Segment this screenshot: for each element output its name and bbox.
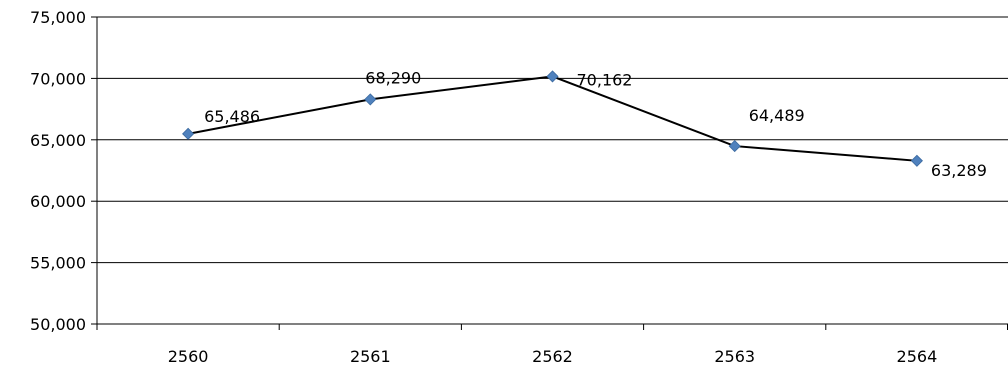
- y-tick-label: 55,000: [30, 254, 86, 273]
- y-axis-tick-labels: 50,000 55,000 60,000 65,000 70,000 75,000: [30, 8, 86, 334]
- x-axis-tick-labels: 2560 2561 2562 2563 2564: [168, 347, 938, 366]
- data-point-marker: [728, 140, 741, 153]
- y-tick-label: 70,000: [30, 69, 86, 88]
- data-point-marker: [546, 70, 559, 83]
- data-label: 65,486: [204, 107, 260, 126]
- y-tick-label: 65,000: [30, 131, 86, 150]
- data-label: 64,489: [749, 106, 805, 125]
- x-tick-label: 2563: [714, 347, 755, 366]
- data-label: 68,290: [365, 68, 421, 87]
- data-label: 70,162: [577, 70, 633, 89]
- series-markers: [182, 70, 923, 167]
- x-tick-label: 2562: [532, 347, 573, 366]
- y-tick-label: 75,000: [30, 8, 86, 27]
- data-labels: 65,486 68,290 70,162 64,489 63,289: [204, 68, 987, 179]
- y-tick-label: 50,000: [30, 315, 86, 334]
- axes: [91, 16, 1008, 330]
- series-line: [187, 75, 917, 162]
- series-line-path: [187, 75, 917, 162]
- x-tick-label: 2560: [168, 347, 209, 366]
- x-tick-label: 2561: [350, 347, 391, 366]
- x-tick-label: 2564: [897, 347, 938, 366]
- data-point-marker: [910, 154, 923, 167]
- gridlines: [97, 16, 1008, 264]
- y-tick-label: 60,000: [30, 192, 86, 211]
- data-point-marker: [364, 93, 377, 106]
- data-point-marker: [182, 127, 195, 140]
- data-label: 63,289: [931, 161, 987, 180]
